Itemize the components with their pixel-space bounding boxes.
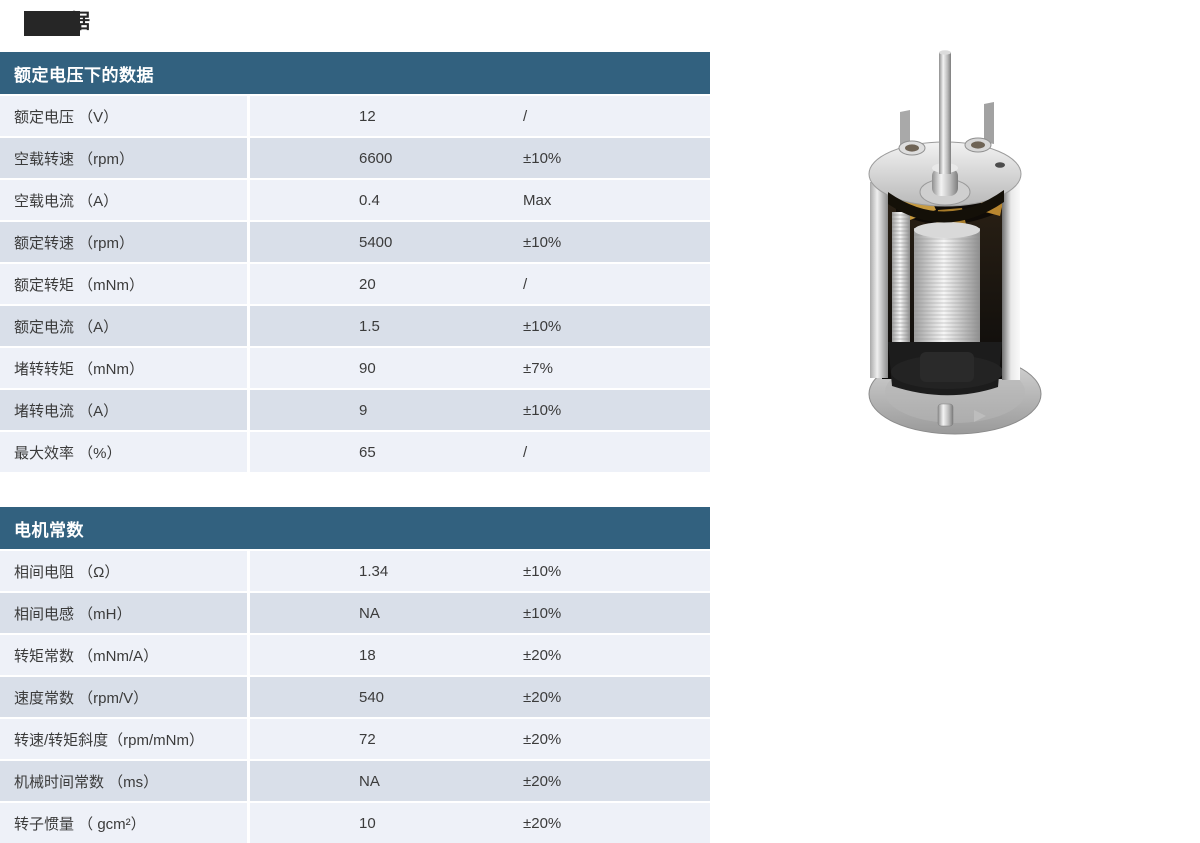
table-row: 转子惯量 （ gcm²） 10 ±20%: [0, 801, 710, 843]
row-value: 6600: [359, 149, 393, 167]
row-label: 堵转转矩 （mNm）: [0, 348, 250, 388]
row-value: 540: [359, 688, 385, 706]
row-label: 速度常数 （rpm/V）: [0, 677, 250, 717]
row-value: 12: [359, 107, 376, 125]
row-tolerance: ±20%: [523, 730, 562, 748]
row-value: 9: [359, 401, 368, 419]
row-tolerance: ±20%: [523, 688, 562, 706]
row-tolerance: ±10%: [523, 604, 562, 622]
row-tolerance: ±10%: [523, 317, 562, 335]
title-mask-box: [24, 11, 80, 36]
table-header-label: 额定电压下的数据: [14, 65, 154, 85]
row-label: 空载转速 （rpm）: [0, 138, 250, 178]
table-rows: 额定电压 （V） 12 / 空载转速 （rpm） 6600 ±10% 空载电流 …: [0, 94, 710, 472]
table-row: 相间电感 （mH） NA ±10%: [0, 591, 710, 633]
row-label: 额定转速 （rpm）: [0, 222, 250, 262]
rated-voltage-table: 额定电压下的数据 额定电压 （V） 12 / 空载转速 （rpm） 6600 ±…: [0, 52, 710, 472]
table-row: 最大效率 （%） 65 /: [0, 430, 710, 472]
table-row: 额定转速 （rpm） 5400 ±10%: [0, 220, 710, 262]
row-tolerance: ±10%: [523, 562, 562, 580]
row-label: 额定电流 （A）: [0, 306, 250, 346]
row-tolerance: ±10%: [523, 233, 562, 251]
table-row: 速度常数 （rpm/V） 540 ±20%: [0, 675, 710, 717]
row-tolerance: ±20%: [523, 772, 562, 790]
row-value: NA: [359, 772, 380, 790]
table-row: 额定电流 （A） 1.5 ±10%: [0, 304, 710, 346]
row-label: 转速/转矩斜度（rpm/mNm）: [0, 719, 250, 759]
row-value: 1.34: [359, 562, 389, 580]
table-row: 相间电阻 （Ω） 1.34 ±10%: [0, 549, 710, 591]
motor-constants-table: 电机常数 相间电阻 （Ω） 1.34 ±10% 相间电感 （mH） NA ±10…: [0, 507, 710, 843]
table-header: 额定电压下的数据: [0, 52, 710, 94]
row-tolerance: Max: [523, 191, 552, 209]
row-tolerance: ±20%: [523, 814, 562, 832]
row-label: 机械时间常数 （ms）: [0, 761, 250, 801]
row-value: 18: [359, 646, 376, 664]
row-value: 65: [359, 443, 376, 461]
row-tolerance: ±20%: [523, 646, 562, 664]
row-label: 空载电流 （A）: [0, 180, 250, 220]
row-value: 20: [359, 275, 376, 293]
row-tolerance: /: [523, 275, 528, 293]
table-row: 机械时间常数 （ms） NA ±20%: [0, 759, 710, 801]
row-value: 5400: [359, 233, 393, 251]
motor-cutaway-image: [858, 42, 1048, 437]
table-row: 转矩常数 （mNm/A） 18 ±20%: [0, 633, 710, 675]
row-tolerance: ±10%: [523, 401, 562, 419]
row-tolerance: ±10%: [523, 149, 562, 167]
table-row: 额定转矩 （mNm） 20 /: [0, 262, 710, 304]
table-row: 额定电压 （V） 12 /: [0, 94, 710, 136]
row-value: 0.4: [359, 191, 380, 209]
table-row: 空载电流 （A） 0.4 Max: [0, 178, 710, 220]
table-row: 堵转转矩 （mNm） 90 ±7%: [0, 346, 710, 388]
row-value: 10: [359, 814, 376, 832]
row-label: 转子惯量 （ gcm²）: [0, 803, 250, 843]
row-tolerance: ±7%: [523, 359, 553, 377]
row-label: 额定转矩 （mNm）: [0, 264, 250, 304]
table-row: 转速/转矩斜度（rpm/mNm） 72 ±20%: [0, 717, 710, 759]
motor-cutaway-render: [868, 50, 1042, 435]
page-title-masked: 据: [24, 8, 114, 38]
row-label: 转矩常数 （mNm/A）: [0, 635, 250, 675]
row-label: 相间电感 （mH）: [0, 593, 250, 633]
row-value: 90: [359, 359, 376, 377]
row-value: 1.5: [359, 317, 380, 335]
row-label: 最大效率 （%）: [0, 432, 250, 472]
row-value: 72: [359, 730, 376, 748]
table-header-label: 电机常数: [14, 520, 84, 540]
table-row: 空载转速 （rpm） 6600 ±10%: [0, 136, 710, 178]
row-value: NA: [359, 604, 380, 622]
table-row: 堵转电流 （A） 9 ±10%: [0, 388, 710, 430]
row-label: 额定电压 （V）: [0, 96, 250, 136]
row-label: 相间电阻 （Ω）: [0, 551, 250, 591]
row-label: 堵转电流 （A）: [0, 390, 250, 430]
row-tolerance: /: [523, 443, 528, 461]
row-tolerance: /: [523, 107, 528, 125]
table-header: 电机常数: [0, 507, 710, 549]
table-rows: 相间电阻 （Ω） 1.34 ±10% 相间电感 （mH） NA ±10% 转矩常…: [0, 549, 710, 843]
